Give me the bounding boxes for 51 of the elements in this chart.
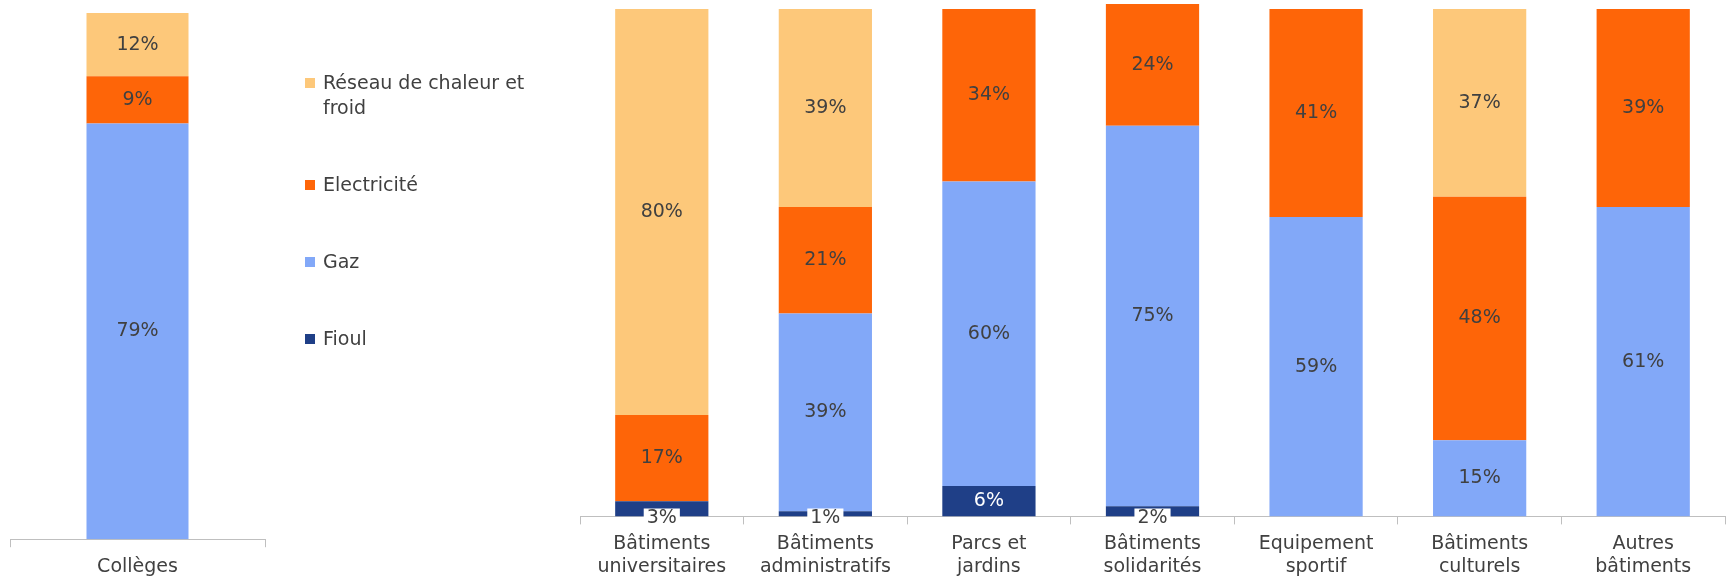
- x-tick-label: Bâtiments solidarités: [1103, 530, 1202, 576]
- bar: [1105, 4, 1200, 126]
- x-tick-label: Autres bâtiments: [1595, 530, 1692, 576]
- data-label: 75%: [1131, 302, 1174, 325]
- legend-label: Fioul: [323, 326, 367, 351]
- bar: [1433, 196, 1527, 441]
- data-label: 24%: [1131, 51, 1174, 74]
- bar: [615, 414, 709, 502]
- data-label: 39%: [804, 94, 847, 117]
- data-label: 48%: [1458, 305, 1501, 328]
- legend-label: Electricité: [323, 172, 418, 197]
- data-label: 21%: [804, 247, 847, 270]
- data-label: 80%: [640, 198, 683, 221]
- bar: [1433, 440, 1527, 517]
- data-label: 41%: [1294, 100, 1338, 123]
- data-label: 37%: [1458, 89, 1501, 112]
- x-tick-label: Bâtiments universitaires: [597, 530, 727, 576]
- bar: [778, 9, 872, 207]
- legend-label: Réseau de chaleur et froid: [323, 70, 526, 120]
- bar: [1596, 206, 1690, 517]
- data-label: 39%: [804, 399, 847, 422]
- data-label: 17%: [640, 444, 683, 467]
- bar: [942, 181, 1036, 486]
- x-tick-label: Equipement sportif: [1258, 530, 1374, 576]
- bar: [942, 9, 1036, 182]
- data-label: 3%: [646, 505, 677, 528]
- bar: [1433, 9, 1527, 197]
- data-label: 2%: [1137, 505, 1168, 528]
- x-tick-label: Collèges: [97, 553, 178, 576]
- bar: [1105, 125, 1200, 507]
- data-label: 1%: [810, 505, 841, 528]
- bar: [1269, 217, 1363, 517]
- data-label: 61%: [1622, 348, 1665, 371]
- data-label: 12%: [116, 31, 159, 54]
- data-label: 39%: [1622, 94, 1665, 117]
- bar: [1269, 9, 1363, 218]
- data-label: 60%: [967, 320, 1011, 343]
- data-label: 9%: [122, 86, 153, 109]
- legend-label: Gaz: [323, 249, 360, 274]
- bar: [942, 485, 1036, 517]
- bar: [615, 9, 709, 415]
- data-label: 79%: [116, 318, 159, 341]
- data-label: 15%: [1458, 465, 1501, 488]
- bar: [1596, 9, 1690, 207]
- x-tick-label: Parcs et jardins: [951, 530, 1027, 576]
- data-label: 34%: [967, 82, 1011, 105]
- data-label: 6%: [973, 488, 1005, 511]
- x-tick-label: Bâtiments administratifs: [759, 530, 891, 576]
- x-tick-label: Bâtiments culturels: [1431, 530, 1529, 576]
- data-label: 59%: [1294, 353, 1338, 376]
- bar: [778, 206, 872, 314]
